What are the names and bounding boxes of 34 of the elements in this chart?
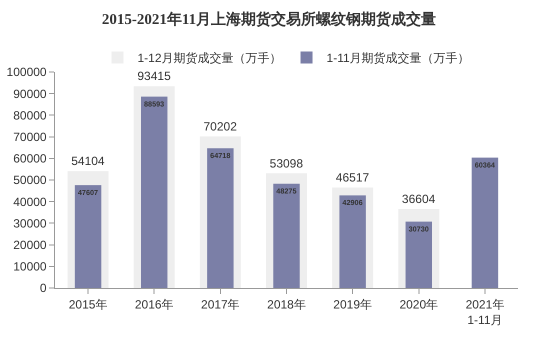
- legend-label: 1-12月期货成交量（万手）: [138, 51, 282, 66]
- x-tick-label: 2016年: [134, 297, 174, 312]
- data-label: 46517: [336, 170, 370, 185]
- y-tick-label: 20000: [13, 238, 47, 252]
- bar: [472, 158, 498, 288]
- y-tick-label: 40000: [13, 194, 47, 209]
- x-tick-label: 2015年: [68, 297, 108, 312]
- legend-label: 1-11月期货成交量（万手）: [326, 51, 470, 66]
- bar: [140, 96, 168, 288]
- bar: [273, 184, 300, 288]
- y-tick-label: 30000: [13, 216, 47, 230]
- y-tick-label: 70000: [13, 130, 47, 144]
- y-tick-label: 10000: [13, 260, 47, 274]
- data-label: 54104: [71, 154, 105, 168]
- x-tick-label: 2021年 1-11月: [466, 297, 504, 327]
- chart-title: 2015-2021年11月上海期货交易所螺纹钢期货成交量: [102, 10, 436, 28]
- x-tick-label: 2019年: [333, 297, 372, 312]
- y-tick-label: 0: [40, 281, 47, 296]
- y-tick-label: 90000: [13, 86, 47, 101]
- x-tick-label: 2020年: [399, 297, 438, 312]
- bar: [207, 148, 234, 288]
- x-tick-label: 2017年: [201, 297, 240, 312]
- y-tick-label: 50000: [13, 173, 47, 188]
- y-tick-label: 60000: [13, 152, 47, 166]
- data-label: 93415: [137, 69, 172, 84]
- data-label: 70202: [204, 119, 238, 134]
- y-tick-label: 80000: [13, 108, 47, 122]
- y-tick-label: 100000: [6, 65, 47, 80]
- data-label: 36604: [402, 192, 436, 206]
- bar: [406, 222, 432, 288]
- x-tick-label: 2018年: [267, 297, 306, 312]
- bar: [339, 195, 366, 288]
- bar: [74, 185, 102, 288]
- data-label: 53098: [270, 156, 304, 170]
